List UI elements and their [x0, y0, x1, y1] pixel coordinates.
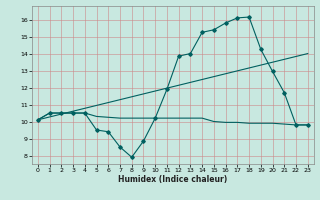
X-axis label: Humidex (Indice chaleur): Humidex (Indice chaleur)	[118, 175, 228, 184]
